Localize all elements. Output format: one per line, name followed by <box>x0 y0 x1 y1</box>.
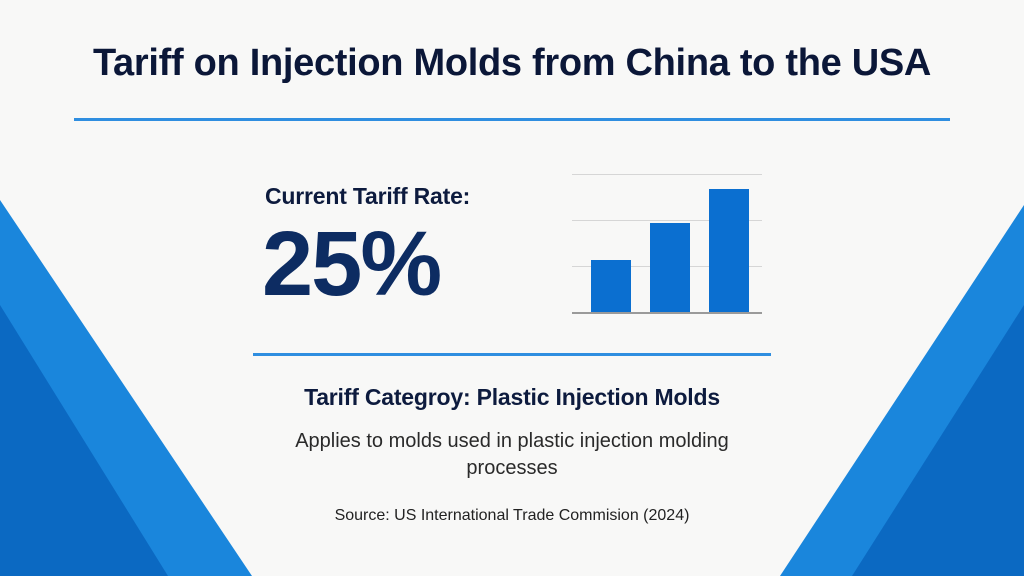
source-citation: Source: US International Trade Commision… <box>334 507 690 524</box>
chart-bar <box>709 189 749 312</box>
left-corner-dark-shape <box>0 305 168 576</box>
chart-bar <box>591 260 631 312</box>
tariff-rate-label: Current Tariff Rate: <box>265 183 471 209</box>
chart-gridline <box>572 174 762 175</box>
tariff-category-description: Applies to molds used in plastic injecti… <box>295 430 729 479</box>
chart-baseline <box>572 312 762 314</box>
tariff-rate-value: 25% <box>262 213 442 315</box>
right-corner-dark-shape <box>852 305 1024 576</box>
page-title: Tariff on Injection Molds from China to … <box>92 42 932 84</box>
chart-gridline <box>572 220 762 221</box>
bar-chart-icon <box>572 170 762 316</box>
title-divider <box>74 118 950 121</box>
chart-bar <box>650 223 690 312</box>
tariff-category-heading: Tariff Categroy: Plastic Injection Molds <box>304 384 720 410</box>
section-divider <box>253 353 771 356</box>
